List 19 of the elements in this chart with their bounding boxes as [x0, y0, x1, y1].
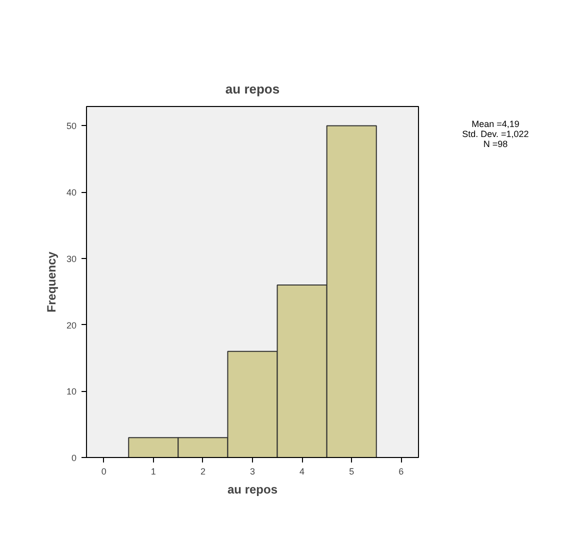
- chart-title: au repos: [225, 82, 280, 96]
- x-tick-label: 3: [250, 466, 256, 476]
- x-tick-label: 6: [398, 466, 404, 476]
- y-tick-label: 0: [71, 453, 77, 463]
- text: Std. Dev. =1,022: [462, 129, 529, 139]
- y-tick-label: 30: [66, 254, 77, 264]
- x-tick-label: 5: [349, 466, 354, 476]
- x-tick-label: 4: [300, 466, 305, 476]
- x-tick-label: 0: [101, 466, 106, 476]
- text: Mean =4,19: [470, 119, 520, 129]
- text: N =98: [482, 139, 509, 149]
- y-tick-label: 50: [66, 121, 77, 132]
- x-tick-label: 2: [200, 466, 206, 476]
- x-axis-title: au repos: [227, 482, 278, 496]
- y-tick-label: 10: [66, 386, 77, 397]
- y-tick-label: 20: [66, 320, 77, 330]
- x-tick-label: 1: [150, 466, 156, 476]
- y-axis-title: Frequency: [44, 251, 58, 312]
- y-tick-label: 40: [66, 188, 77, 198]
